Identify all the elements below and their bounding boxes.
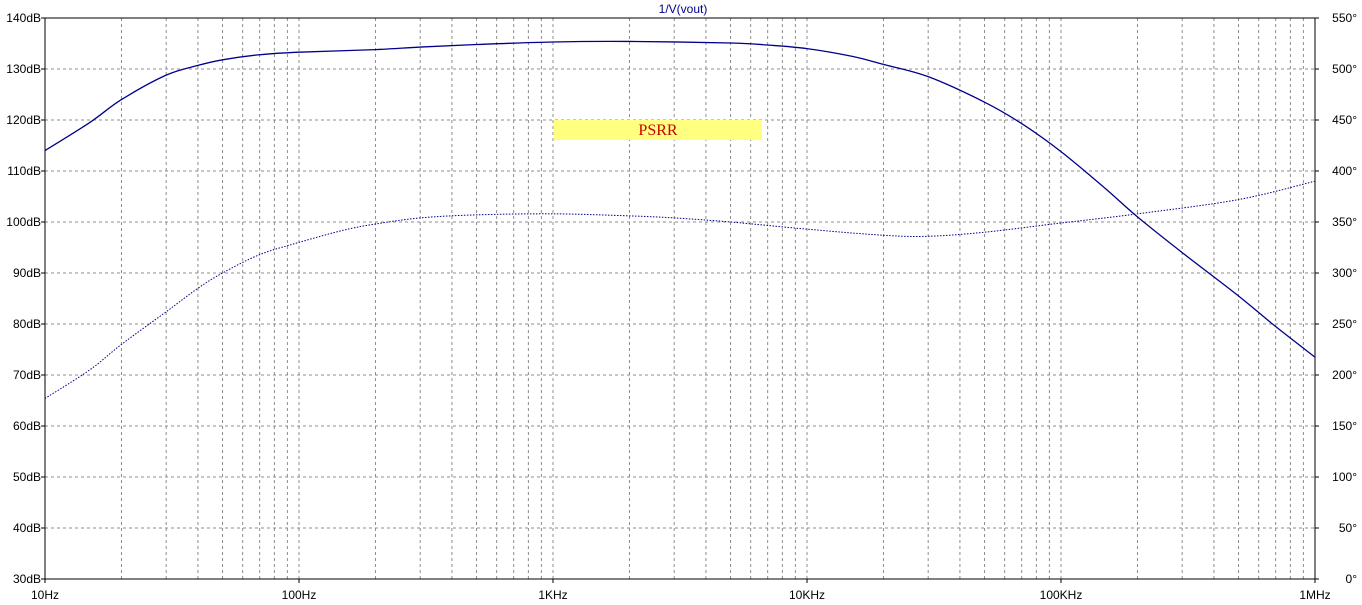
psrr-annotation-box — [554, 120, 762, 140]
right-tick-label: 50° — [1339, 521, 1357, 535]
x-axis-tick-labels: 10Hz 100Hz 1KHz 10KHz 100KHz 1MHz — [31, 579, 1331, 602]
grid-lines — [45, 18, 1315, 579]
x-tick-label: 1MHz — [1299, 588, 1330, 602]
right-tick-label: 450° — [1332, 113, 1357, 127]
left-tick-label: 130dB — [6, 62, 41, 76]
x-tick-label: 10Hz — [31, 588, 59, 602]
left-tick-label: 100dB — [6, 215, 41, 229]
right-tick-label: 200° — [1332, 368, 1357, 382]
right-tick-label: 150° — [1332, 419, 1357, 433]
left-tick-label: 40dB — [13, 521, 41, 535]
left-tick-label: 30dB — [13, 572, 41, 586]
psrr-annotation-label: PSRR — [638, 122, 677, 139]
phase-series-line — [44, 180, 1316, 399]
x-tick-label: 100KHz — [1040, 588, 1083, 602]
left-tick-label: 140dB — [6, 11, 41, 25]
right-tick-label: 0° — [1346, 572, 1358, 586]
psrr-annotation: PSRR — [554, 120, 762, 140]
right-tick-label: 300° — [1332, 266, 1357, 280]
right-tick-label: 400° — [1332, 164, 1357, 178]
right-tick-label: 100° — [1332, 470, 1357, 484]
right-tick-label: 550° — [1332, 11, 1357, 25]
left-axis-tick-labels: 30dB 40dB 50dB 60dB 70dB 80dB 90dB 100dB 110dB 12… — [6, 11, 45, 586]
left-tick-label: 110dB — [7, 164, 41, 178]
x-tick-label: 1KHz — [538, 588, 567, 602]
left-tick-label: 70dB — [13, 368, 41, 382]
left-tick-label: 90dB — [13, 266, 41, 280]
series-lines — [44, 40, 1316, 399]
right-tick-label: 500° — [1332, 62, 1357, 76]
chart-title: 1/V(vout) — [659, 2, 708, 16]
left-tick-label: 60dB — [13, 419, 41, 433]
magnitude-series-line — [44, 40, 1316, 358]
left-tick-label: 120dB — [6, 113, 41, 127]
x-tick-label: 100Hz — [282, 588, 317, 602]
right-tick-label: 250° — [1332, 317, 1357, 331]
right-tick-label: 350° — [1332, 215, 1357, 229]
left-tick-label: 50dB — [13, 470, 41, 484]
x-tick-label: 10KHz — [789, 588, 825, 602]
plot-frame — [44, 17, 1316, 580]
left-tick-label: 80dB — [13, 317, 41, 331]
right-axis-tick-labels: 0° 50° 100° 150° 200° 250° 300° 350° 400° 450° 500… — [1315, 11, 1357, 586]
